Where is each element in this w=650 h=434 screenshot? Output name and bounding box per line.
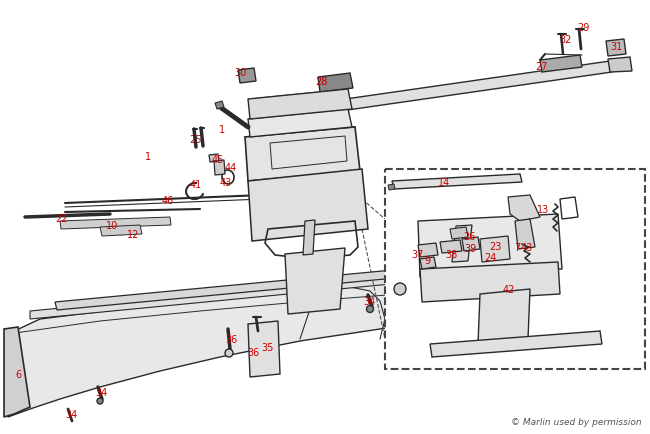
Polygon shape — [420, 263, 560, 302]
Polygon shape — [285, 248, 345, 314]
Ellipse shape — [97, 398, 103, 404]
Polygon shape — [515, 220, 535, 250]
Text: 23: 23 — [489, 241, 501, 251]
Ellipse shape — [225, 349, 233, 357]
Polygon shape — [245, 128, 360, 181]
Text: 10: 10 — [106, 220, 118, 230]
Text: 7: 7 — [514, 243, 520, 253]
Text: 25: 25 — [190, 135, 202, 145]
Text: 29: 29 — [577, 23, 589, 33]
Polygon shape — [418, 214, 562, 277]
Polygon shape — [606, 40, 626, 57]
Text: 12: 12 — [127, 230, 139, 240]
Polygon shape — [478, 289, 530, 344]
Polygon shape — [215, 102, 224, 110]
Text: 26: 26 — [463, 231, 475, 241]
Text: 38: 38 — [445, 250, 457, 260]
Text: 13: 13 — [537, 204, 549, 214]
Text: 9: 9 — [424, 256, 430, 265]
Text: 39: 39 — [464, 243, 476, 253]
Text: 43: 43 — [521, 243, 533, 253]
Text: 31: 31 — [610, 42, 622, 52]
Text: 1: 1 — [145, 151, 151, 161]
Text: 43: 43 — [220, 178, 232, 187]
Bar — [385, 170, 645, 369]
Polygon shape — [508, 196, 540, 221]
Text: 34: 34 — [65, 409, 77, 419]
Polygon shape — [303, 220, 315, 256]
Text: 46: 46 — [162, 196, 174, 206]
Polygon shape — [60, 217, 171, 230]
Text: 42: 42 — [503, 284, 515, 294]
Text: 30: 30 — [234, 68, 246, 78]
Text: 22: 22 — [56, 214, 68, 224]
Polygon shape — [318, 74, 353, 93]
Ellipse shape — [394, 283, 406, 295]
Polygon shape — [55, 257, 533, 310]
Polygon shape — [418, 243, 438, 257]
Polygon shape — [388, 184, 395, 191]
Text: © Marlin used by permission: © Marlin used by permission — [512, 417, 642, 426]
Polygon shape — [248, 90, 352, 120]
Text: 41: 41 — [190, 180, 202, 190]
Text: 1: 1 — [219, 125, 225, 135]
Text: 45: 45 — [212, 155, 224, 164]
Text: 24: 24 — [484, 253, 496, 263]
Polygon shape — [452, 226, 472, 263]
Polygon shape — [540, 56, 582, 73]
Text: 6: 6 — [15, 369, 21, 379]
Text: 36: 36 — [225, 334, 237, 344]
Text: 35: 35 — [262, 342, 274, 352]
Polygon shape — [214, 161, 225, 176]
Ellipse shape — [367, 306, 374, 313]
Polygon shape — [420, 257, 436, 270]
Polygon shape — [480, 237, 510, 263]
Polygon shape — [440, 240, 462, 253]
Text: 37: 37 — [412, 250, 424, 260]
Polygon shape — [462, 237, 480, 251]
Polygon shape — [30, 263, 525, 319]
Polygon shape — [255, 62, 612, 124]
Polygon shape — [248, 321, 280, 377]
Polygon shape — [4, 327, 30, 417]
Polygon shape — [209, 155, 219, 163]
Polygon shape — [8, 257, 530, 417]
Polygon shape — [450, 227, 468, 240]
Text: 34: 34 — [95, 387, 107, 397]
Text: 44: 44 — [225, 163, 237, 173]
Polygon shape — [250, 110, 272, 127]
Polygon shape — [430, 331, 602, 357]
Polygon shape — [100, 226, 142, 237]
Text: 32: 32 — [559, 35, 571, 45]
Text: 27: 27 — [535, 62, 547, 72]
Polygon shape — [608, 58, 632, 73]
Text: 34: 34 — [363, 296, 375, 306]
Polygon shape — [248, 170, 368, 241]
Polygon shape — [392, 174, 522, 190]
Polygon shape — [248, 110, 352, 138]
Text: 28: 28 — [315, 77, 327, 87]
Polygon shape — [238, 69, 256, 84]
Text: 14: 14 — [438, 178, 450, 187]
Text: 36: 36 — [247, 347, 259, 357]
